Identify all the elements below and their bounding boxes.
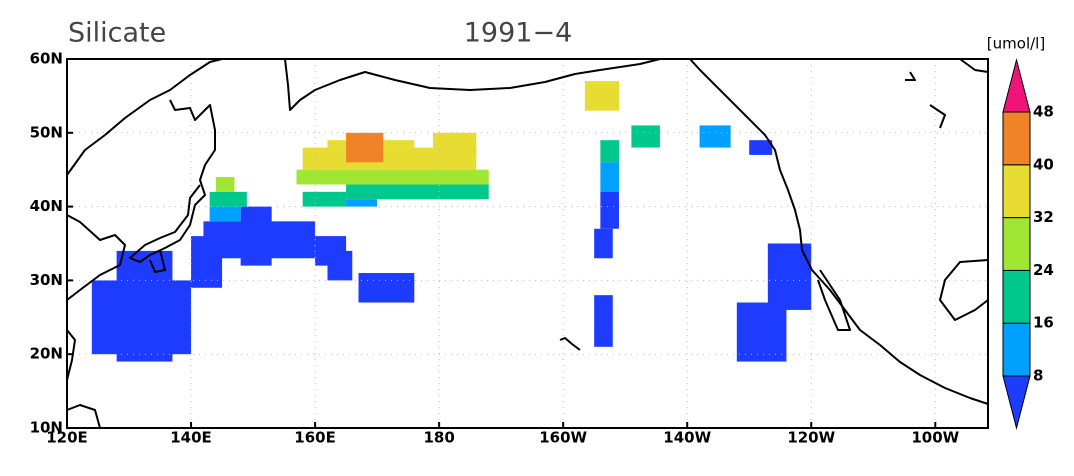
data-cell bbox=[209, 191, 247, 207]
title: Silicate bbox=[68, 18, 166, 49]
coastline bbox=[284, 58, 989, 405]
colorbar-segment bbox=[1002, 164, 1031, 219]
y-tick-label: 40N bbox=[30, 197, 63, 215]
data-cell bbox=[296, 169, 489, 185]
data-cell bbox=[327, 250, 353, 281]
x-tick-label: 160W bbox=[539, 429, 587, 447]
coastline bbox=[129, 99, 216, 273]
data-cell bbox=[346, 132, 384, 163]
data-cell bbox=[600, 191, 619, 229]
data-cell bbox=[600, 140, 619, 163]
subtitle: 1991−4 bbox=[464, 18, 573, 49]
coastlines bbox=[66, 58, 989, 429]
colorbar-tick-label: 48 bbox=[1033, 103, 1054, 121]
data-cell bbox=[631, 125, 660, 148]
data-cell bbox=[600, 162, 619, 192]
colorbar-tick-label: 8 bbox=[1033, 367, 1043, 385]
colorbar-label: [umol/l] bbox=[987, 35, 1045, 53]
colorbar-tick-label: 40 bbox=[1033, 155, 1054, 173]
data-cell bbox=[736, 302, 787, 362]
colorbar-tick-label: 32 bbox=[1033, 208, 1054, 226]
data-cell bbox=[584, 81, 619, 111]
data-cell bbox=[699, 125, 731, 148]
colorbar-tick-label: 16 bbox=[1033, 314, 1054, 332]
data-cell bbox=[432, 132, 477, 155]
data-cell bbox=[240, 206, 272, 266]
colorbar-segment bbox=[1002, 111, 1031, 166]
data-cell bbox=[116, 250, 173, 362]
colorbar-tick-label: 24 bbox=[1033, 261, 1054, 279]
x-tick-label: 140E bbox=[170, 429, 212, 447]
x-tick-label: 120E bbox=[46, 429, 88, 447]
x-tick-label: 120W bbox=[787, 429, 835, 447]
data-cell bbox=[302, 191, 347, 207]
colorbar-segment bbox=[1002, 322, 1031, 377]
y-tick-label: 20N bbox=[30, 345, 63, 363]
x-tick-label: 100W bbox=[911, 429, 959, 447]
data-cell bbox=[346, 199, 378, 207]
x-tick-label: 180 bbox=[423, 429, 454, 447]
data-cell bbox=[594, 228, 613, 259]
x-tick-label: 140W bbox=[663, 429, 711, 447]
colorbar-segment bbox=[1002, 269, 1031, 324]
data-cell bbox=[594, 295, 613, 347]
colorbar-extend bbox=[1002, 58, 1031, 113]
data-cell bbox=[358, 273, 415, 303]
data-cell bbox=[209, 206, 241, 222]
colorbar-extend bbox=[1002, 375, 1031, 430]
colorbar-segment bbox=[1002, 217, 1031, 271]
y-tick-label: 10N bbox=[30, 419, 63, 437]
data-cell bbox=[749, 140, 773, 155]
data-cell bbox=[346, 184, 489, 200]
data-cell bbox=[215, 177, 235, 192]
y-tick-label: 30N bbox=[30, 271, 63, 289]
plot-frame bbox=[66, 58, 989, 429]
data-layer bbox=[91, 81, 812, 362]
coastline bbox=[66, 58, 223, 429]
y-tick-label: 50N bbox=[30, 123, 63, 141]
y-tick-label: 60N bbox=[30, 50, 63, 68]
x-tick-label: 160E bbox=[294, 429, 336, 447]
